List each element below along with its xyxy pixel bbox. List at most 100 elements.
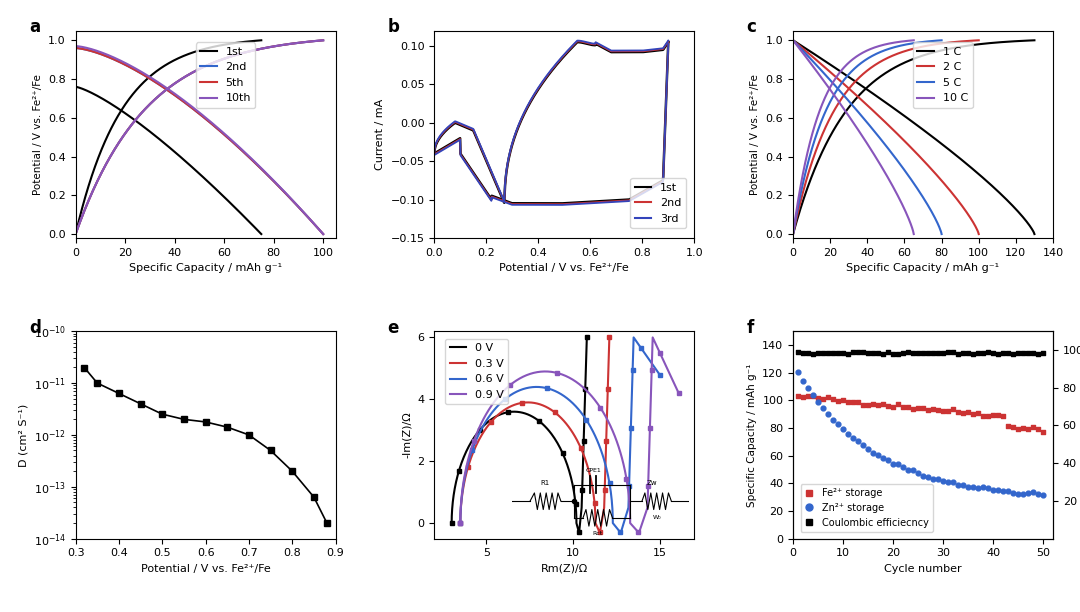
Coulombic efficiecncy [820, 348, 837, 358]
Zn²⁺ storage [974, 482, 991, 492]
Zn²⁺ storage [1024, 487, 1041, 497]
Zn²⁺ storage [860, 444, 877, 453]
Zn²⁺ storage [795, 376, 812, 386]
Zn²⁺ storage [995, 487, 1012, 496]
Fe²⁺ storage [845, 397, 862, 407]
Y-axis label: -Im(Z)/Ω: -Im(Z)/Ω [402, 411, 411, 458]
Fe²⁺ storage [809, 394, 826, 403]
Coulombic efficiecncy [885, 349, 902, 359]
X-axis label: Specific Capacity / mAh g⁻¹: Specific Capacity / mAh g⁻¹ [129, 263, 282, 273]
Zn²⁺ storage [875, 453, 892, 463]
Coulombic efficiecncy [894, 348, 912, 358]
Fe²⁺ storage [1024, 422, 1041, 432]
X-axis label: Cycle number: Cycle number [885, 564, 962, 574]
Zn²⁺ storage [890, 459, 907, 469]
Coulombic efficiecncy [970, 348, 987, 358]
Coulombic efficiecncy [845, 348, 862, 357]
Fe²⁺ storage [890, 400, 907, 409]
Zn²⁺ storage [1020, 488, 1037, 498]
Fe²⁺ storage [984, 410, 1001, 420]
Coulombic efficiecncy [875, 349, 892, 359]
Fe²⁺ storage [820, 392, 837, 402]
Zn²⁺ storage [885, 459, 902, 469]
Coulombic efficiecncy [805, 349, 822, 359]
Fe²⁺ storage [860, 400, 877, 410]
Zn²⁺ storage [900, 465, 917, 474]
Coulombic efficiecncy [1029, 349, 1047, 359]
Fe²⁺ storage [799, 392, 816, 401]
Zn²⁺ storage [835, 424, 852, 433]
Zn²⁺ storage [829, 419, 847, 428]
Coulombic efficiecncy [915, 348, 932, 358]
Zn²⁺ storage [1014, 490, 1031, 499]
X-axis label: Rm(Z)/Ω: Rm(Z)/Ω [541, 564, 588, 574]
Zn²⁺ storage [959, 482, 976, 492]
Zn²⁺ storage [955, 480, 972, 490]
Coulombic efficiecncy [999, 348, 1016, 358]
Zn²⁺ storage [970, 483, 987, 493]
Coulombic efficiecncy [879, 348, 896, 357]
Zn²⁺ storage [984, 485, 1001, 495]
Zn²⁺ storage [845, 433, 862, 442]
Zn²⁺ storage [814, 403, 832, 413]
Zn²⁺ storage [799, 383, 816, 393]
Zn²⁺ storage [789, 367, 807, 376]
Fe²⁺ storage [839, 397, 856, 406]
Coulombic efficiecncy [949, 349, 967, 359]
Fe²⁺ storage [919, 405, 936, 415]
Fe²⁺ storage [854, 400, 872, 409]
Text: b: b [388, 18, 400, 36]
Coulombic efficiecncy [789, 347, 807, 357]
Fe²⁺ storage [924, 404, 942, 414]
Text: a: a [29, 18, 40, 36]
Coulombic efficiecncy [829, 348, 847, 358]
Fe²⁺ storage [934, 406, 951, 416]
Coulombic efficiecncy [1024, 348, 1041, 358]
Fe²⁺ storage [1014, 424, 1031, 433]
Coulombic efficiecncy [900, 347, 917, 357]
Coulombic efficiecncy [944, 347, 961, 357]
Fe²⁺ storage [944, 405, 961, 414]
X-axis label: Potential / V vs. Fe²⁺/Fe: Potential / V vs. Fe²⁺/Fe [140, 564, 270, 574]
Fe²⁺ storage [989, 410, 1007, 420]
Fe²⁺ storage [940, 406, 957, 416]
Zn²⁺ storage [869, 450, 887, 460]
Y-axis label: Specific Capacity / mAh g⁻¹: Specific Capacity / mAh g⁻¹ [746, 363, 757, 507]
Zn²⁺ storage [964, 482, 982, 492]
Zn²⁺ storage [1035, 490, 1052, 500]
Fe²⁺ storage [864, 399, 881, 409]
Coulombic efficiecncy [980, 348, 997, 357]
Fe²⁺ storage [835, 395, 852, 405]
Fe²⁺ storage [930, 406, 947, 416]
Zn²⁺ storage [854, 441, 872, 450]
Zn²⁺ storage [824, 416, 841, 425]
Coulombic efficiecncy [974, 349, 991, 359]
Coulombic efficiecncy [995, 348, 1012, 357]
Fe²⁺ storage [1035, 427, 1052, 436]
X-axis label: Potential / V vs. Fe²⁺/Fe: Potential / V vs. Fe²⁺/Fe [499, 263, 630, 273]
Zn²⁺ storage [1010, 489, 1027, 499]
Zn²⁺ storage [944, 477, 961, 487]
Coulombic efficiecncy [909, 349, 927, 359]
Coulombic efficiecncy [809, 348, 826, 358]
Fe²⁺ storage [1010, 424, 1027, 434]
Zn²⁺ storage [864, 448, 881, 458]
Zn²⁺ storage [904, 465, 921, 475]
Coulombic efficiecncy [854, 347, 872, 357]
Fe²⁺ storage [869, 400, 887, 410]
Fe²⁺ storage [915, 403, 932, 413]
Legend: 1st, 2nd, 5th, 10th: 1st, 2nd, 5th, 10th [195, 42, 256, 108]
Zn²⁺ storage [849, 436, 866, 446]
Coulombic efficiecncy [940, 348, 957, 357]
Coulombic efficiecncy [989, 349, 1007, 359]
Coulombic efficiecncy [795, 348, 812, 357]
Coulombic efficiecncy [1004, 349, 1022, 359]
Fe²⁺ storage [1020, 424, 1037, 433]
Zn²⁺ storage [1004, 488, 1022, 498]
Zn²⁺ storage [909, 468, 927, 478]
Y-axis label: Current / mA: Current / mA [375, 99, 386, 170]
Coulombic efficiecncy [904, 348, 921, 357]
Coulombic efficiecncy [799, 348, 816, 358]
Zn²⁺ storage [989, 485, 1007, 494]
Fe²⁺ storage [900, 402, 917, 412]
